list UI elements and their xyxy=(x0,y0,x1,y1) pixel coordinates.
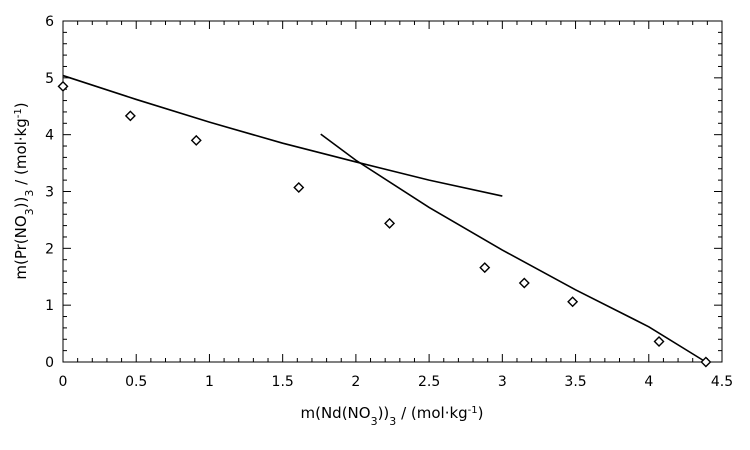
fit-curve-1 xyxy=(62,74,503,197)
x-tick-label: 1.5 xyxy=(272,374,294,390)
x-tick-label: 3.5 xyxy=(564,374,586,390)
y-tick-label: 6 xyxy=(45,14,54,30)
x-tick-label: 0.5 xyxy=(125,374,147,390)
x-tick-label: 1 xyxy=(205,374,214,390)
data-point xyxy=(700,356,712,368)
y-tick-label: 4 xyxy=(45,128,54,144)
y-tick-label: 1 xyxy=(45,298,54,314)
x-tick-label: 0 xyxy=(59,374,68,390)
data-point xyxy=(384,217,396,229)
data-point xyxy=(57,80,69,92)
data-point xyxy=(190,134,202,146)
x-tick-labels: 0 0.5 1 1.5 2 2.5 3 3.5 4 4.5 xyxy=(59,374,734,390)
x-tick-label: 2.5 xyxy=(418,374,440,390)
x-tick-label: 2 xyxy=(351,374,360,390)
x-axis-label: m(Nd(NO3))3 / (mol·kg-1) xyxy=(300,404,483,428)
plot-frame xyxy=(62,20,723,363)
x-tick-label: 4 xyxy=(644,374,653,390)
data-point xyxy=(518,277,530,289)
fitted-curves xyxy=(62,74,707,363)
axis-ticks xyxy=(62,20,723,363)
fit-curve-2 xyxy=(320,133,707,363)
data-point xyxy=(479,262,491,274)
data-point xyxy=(567,296,579,308)
data-point xyxy=(293,182,305,194)
x-tick-label: 3 xyxy=(498,374,507,390)
data-points xyxy=(57,80,712,368)
y-tick-label: 5 xyxy=(45,71,54,87)
y-tick-label: 0 xyxy=(45,355,54,371)
x-tick-label: 4.5 xyxy=(711,374,733,390)
data-point xyxy=(653,336,665,348)
y-tick-labels: 0 1 2 3 4 5 6 xyxy=(45,14,54,371)
y-tick-label: 2 xyxy=(45,241,54,257)
data-point xyxy=(124,110,136,122)
y-axis-label: m(Pr(NO3))3 / (mol·kg-1) xyxy=(12,102,36,279)
y-tick-label: 3 xyxy=(45,185,54,201)
